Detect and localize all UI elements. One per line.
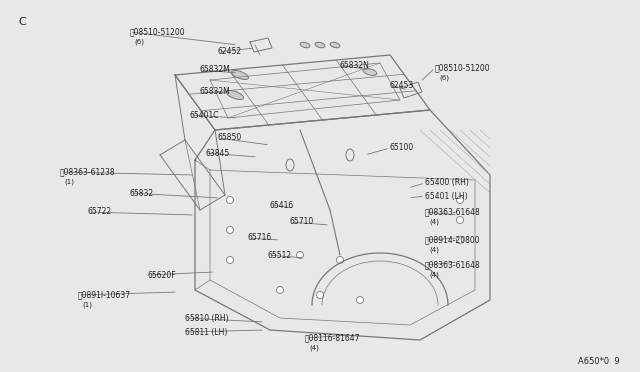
Circle shape — [276, 286, 284, 294]
Text: C: C — [18, 17, 26, 27]
Ellipse shape — [227, 90, 244, 99]
Text: 65810 (RH): 65810 (RH) — [185, 314, 228, 323]
Circle shape — [227, 227, 234, 234]
Text: Ⓝ08363-61648: Ⓝ08363-61648 — [425, 208, 481, 217]
Text: 65850: 65850 — [218, 134, 243, 142]
Text: 63845: 63845 — [205, 148, 229, 157]
Text: 65512: 65512 — [268, 250, 292, 260]
Ellipse shape — [315, 42, 325, 48]
Text: Ⓞ08914-20800: Ⓞ08914-20800 — [425, 235, 481, 244]
Circle shape — [456, 217, 463, 224]
Text: (6): (6) — [439, 75, 449, 81]
Circle shape — [337, 257, 344, 263]
Text: 65832M: 65832M — [200, 65, 231, 74]
Circle shape — [227, 196, 234, 203]
Text: Ⓝ08510-51200: Ⓝ08510-51200 — [130, 28, 186, 36]
Text: 65400 (RH): 65400 (RH) — [425, 179, 469, 187]
Text: 65401C: 65401C — [190, 110, 220, 119]
Text: 65832N: 65832N — [340, 61, 370, 70]
Ellipse shape — [300, 42, 310, 48]
Text: (4): (4) — [429, 247, 439, 253]
Text: 65716: 65716 — [248, 234, 272, 243]
Text: 65811 (LH): 65811 (LH) — [185, 327, 227, 337]
Text: (4): (4) — [309, 345, 319, 351]
Text: 65832M: 65832M — [200, 87, 231, 96]
Text: 65620F: 65620F — [148, 270, 177, 279]
Text: 65416: 65416 — [270, 201, 294, 209]
Text: 65100: 65100 — [390, 144, 414, 153]
Text: 62452: 62452 — [218, 48, 242, 57]
Text: (1): (1) — [64, 179, 74, 185]
Ellipse shape — [330, 42, 340, 48]
Text: 62453: 62453 — [390, 80, 414, 90]
Circle shape — [456, 237, 463, 244]
Circle shape — [296, 251, 303, 259]
Text: 65832: 65832 — [130, 189, 154, 198]
Text: Ⓝ08363-61648: Ⓝ08363-61648 — [425, 260, 481, 269]
Circle shape — [227, 257, 234, 263]
Text: A650*0  9: A650*0 9 — [579, 357, 620, 366]
Text: Ⓝ08510-51200: Ⓝ08510-51200 — [435, 64, 491, 73]
Circle shape — [317, 292, 323, 298]
Ellipse shape — [232, 71, 248, 80]
Text: 65722: 65722 — [88, 208, 112, 217]
Text: (1): (1) — [82, 302, 92, 308]
Circle shape — [356, 296, 364, 304]
Text: (6): (6) — [134, 39, 144, 45]
Circle shape — [456, 196, 463, 203]
Text: 65710: 65710 — [290, 218, 314, 227]
Text: (4): (4) — [429, 219, 439, 225]
Text: (4): (4) — [429, 272, 439, 278]
Text: 65401 (LH): 65401 (LH) — [425, 192, 468, 201]
Text: Ⓞ0891I-10637: Ⓞ0891I-10637 — [78, 291, 131, 299]
Ellipse shape — [363, 68, 377, 76]
Text: Ⓝ08363-61238: Ⓝ08363-61238 — [60, 167, 116, 176]
Text: ⒲08116-81647: ⒲08116-81647 — [305, 334, 360, 343]
